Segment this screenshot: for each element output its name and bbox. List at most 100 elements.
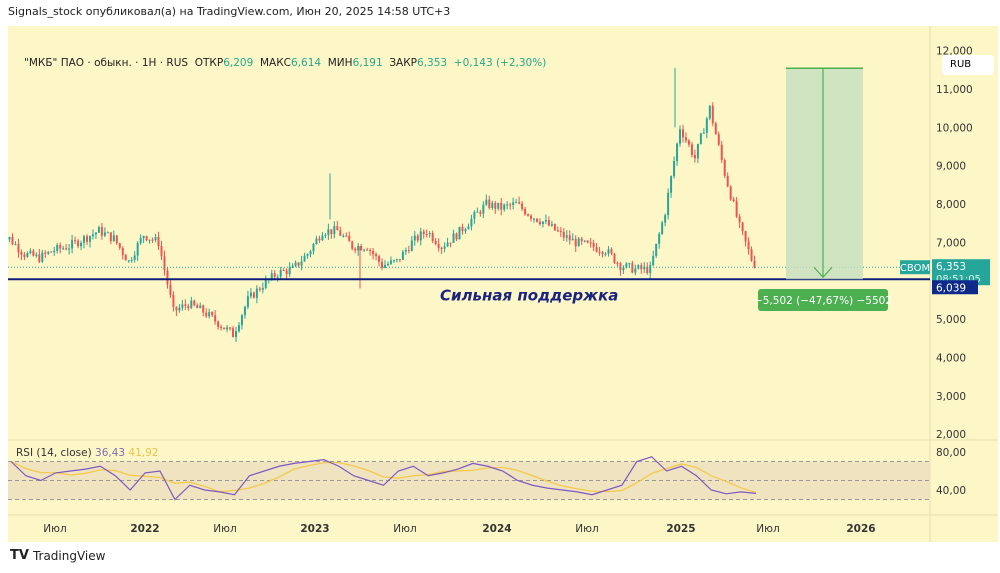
candle-body bbox=[586, 240, 589, 243]
candle-body bbox=[136, 243, 139, 256]
candle-body bbox=[142, 236, 145, 239]
candle-body bbox=[693, 155, 696, 159]
candle-body bbox=[369, 249, 372, 251]
high-label: МАКС bbox=[259, 57, 291, 69]
candle-body bbox=[41, 252, 44, 262]
candle-body bbox=[375, 254, 378, 257]
candle-body bbox=[667, 192, 670, 216]
candle-body bbox=[646, 266, 649, 274]
candle-body bbox=[750, 249, 753, 261]
candle-body bbox=[211, 312, 214, 316]
candle-body bbox=[515, 202, 518, 204]
candle-body bbox=[464, 229, 467, 232]
candle-body bbox=[538, 221, 541, 225]
candle-body bbox=[20, 252, 23, 255]
candle-body bbox=[29, 250, 32, 254]
chart-area[interactable]: "МКБ" ПАО · обыкн. · 1H · RUS ОТКР6,209 … bbox=[8, 26, 998, 542]
candle-body bbox=[622, 267, 625, 271]
candle-body bbox=[157, 236, 160, 247]
candle-body bbox=[732, 199, 735, 202]
candle-body bbox=[729, 186, 732, 200]
candle-body bbox=[661, 222, 664, 234]
candle-body bbox=[446, 242, 449, 247]
time-tick: 2022 bbox=[130, 523, 159, 535]
close-label: ЗАКР bbox=[389, 57, 418, 69]
candle-body bbox=[512, 202, 515, 205]
candle-body bbox=[339, 230, 342, 236]
candle-body bbox=[583, 240, 586, 242]
candle-body bbox=[384, 265, 386, 268]
candle-body bbox=[354, 248, 357, 251]
high-value: 6,614 bbox=[291, 57, 322, 69]
candle-body bbox=[127, 260, 130, 262]
candle-body bbox=[410, 240, 413, 251]
candle-body bbox=[547, 219, 550, 226]
candle-body bbox=[133, 255, 136, 260]
candle-body bbox=[160, 246, 163, 257]
candle-body bbox=[378, 256, 381, 262]
candle-body bbox=[291, 265, 294, 268]
candle-body bbox=[565, 235, 568, 238]
candle-body bbox=[425, 234, 428, 236]
candle-body bbox=[166, 270, 169, 285]
footer-text: TradingView bbox=[32, 548, 106, 563]
candle-body bbox=[413, 235, 416, 241]
candle-body bbox=[431, 233, 434, 241]
candle-body bbox=[279, 269, 282, 277]
price-tick: 9,000 bbox=[936, 161, 966, 173]
candle-body bbox=[735, 201, 738, 217]
time-tick: 2025 bbox=[666, 523, 695, 535]
candle-body bbox=[172, 294, 175, 307]
candle-body bbox=[226, 327, 229, 330]
candle-body bbox=[169, 284, 172, 295]
measure-label-box bbox=[758, 289, 888, 311]
candle-body bbox=[705, 118, 708, 133]
candle-body bbox=[220, 326, 223, 328]
support-price-value: 6,039 bbox=[936, 282, 966, 294]
symbol-legend: "МКБ" ПАО · обыкн. · 1H · RUS ОТКР6,209 … bbox=[24, 57, 546, 69]
candle-body bbox=[100, 227, 103, 236]
candle-body bbox=[103, 232, 106, 236]
candle-body bbox=[44, 252, 47, 254]
candle-body bbox=[264, 279, 267, 288]
candle-body bbox=[744, 231, 747, 242]
candle-body bbox=[708, 105, 711, 119]
candle-body bbox=[235, 331, 237, 338]
candle-body bbox=[541, 221, 544, 225]
candle-body bbox=[181, 304, 184, 308]
price-tick: 3,000 bbox=[936, 391, 966, 403]
low-label: МИН bbox=[327, 57, 353, 69]
close-value: 6,353 bbox=[417, 57, 448, 69]
candle-body bbox=[711, 105, 714, 124]
measure-label: −5,502 (−47,67%) −5502 bbox=[754, 295, 892, 307]
candle-body bbox=[330, 229, 333, 235]
candle-body bbox=[381, 261, 384, 268]
candle-body bbox=[389, 260, 392, 264]
candle-body bbox=[297, 262, 300, 266]
candle-body bbox=[342, 235, 345, 237]
candle-body bbox=[488, 199, 491, 208]
candle-body bbox=[139, 238, 142, 244]
currency-button[interactable]: RUB bbox=[942, 55, 994, 75]
candle-body bbox=[205, 312, 208, 317]
candle-body bbox=[303, 255, 306, 262]
candle-body bbox=[184, 304, 187, 306]
candle-body bbox=[664, 215, 667, 223]
candle-body bbox=[232, 328, 235, 338]
candle-body bbox=[682, 129, 684, 138]
time-tick: 2024 bbox=[482, 523, 511, 535]
candle-body bbox=[401, 251, 404, 260]
candle-body bbox=[50, 251, 53, 253]
candle-body bbox=[71, 240, 74, 249]
candle-body bbox=[196, 305, 199, 309]
price-chart[interactable]: 11,000 10,000 9,000 8,000 7,000 5,000 4,000 3,0… bbox=[8, 26, 998, 542]
candle-body bbox=[261, 287, 264, 290]
candle-body bbox=[53, 250, 56, 253]
candle-body bbox=[348, 235, 351, 242]
candle-body bbox=[366, 249, 369, 251]
candle-body bbox=[118, 243, 121, 248]
symbol-name[interactable]: "МКБ" ПАО · обыкн. · 1H · RUS bbox=[24, 57, 189, 69]
last-price-value: 6,353 bbox=[936, 261, 966, 273]
candle-body bbox=[318, 238, 321, 241]
candle-body bbox=[613, 253, 616, 263]
